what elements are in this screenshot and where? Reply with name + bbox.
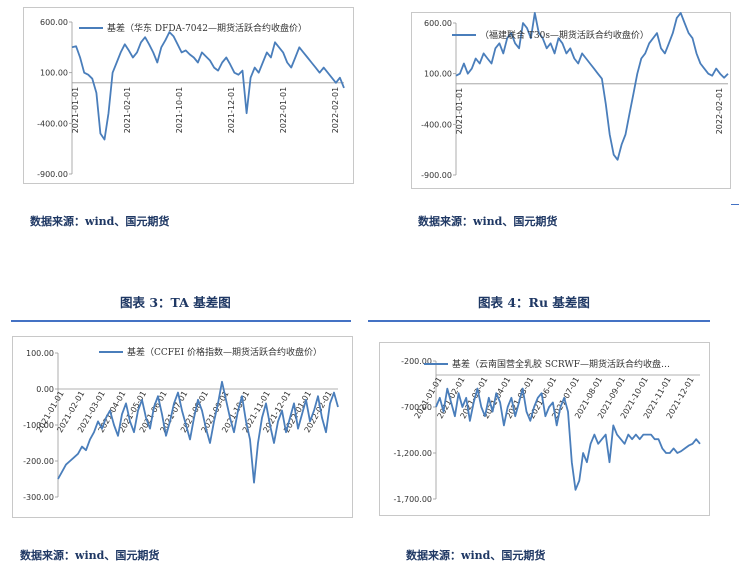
x-tick-label: 2022-01-01 [279,87,288,134]
legend-label: 基差（华东 DFDA-7042—期货活跃合约收盘价） [107,22,307,34]
edge-mark [731,204,739,205]
figure-3-caption: 图表 3：TA 基差图 [120,295,231,310]
x-tick-label: 2021-02-01 [123,87,132,134]
data-source-1: 数据来源：wind、国元期货 [30,215,170,228]
y-tick-label: -200.00 [401,357,432,366]
data-source-2: 数据来源：wind、国元期货 [418,215,558,228]
x-tick-label: 2021-10-01 [175,87,184,134]
chart-2: 600.00 100.00 -400.00 -900.00 2021-01-01 2022… [421,12,729,180]
y-tick-label: 100.00 [40,69,68,78]
data-source-4: 数据来源：wind、国元期货 [406,549,546,562]
legend-label: 基差（CCFEI 价格指数—期货活跃合约收盘价） [127,346,322,358]
y-tick-label: -900.00 [37,170,68,179]
y-tick-label: -300.00 [23,493,54,502]
caption-rule-left [11,320,351,322]
chart-panel-1: 600.00 100.00 -400.00 -900.00 2021-01-01 2021… [23,7,354,184]
series-line [435,387,701,491]
y-tick-label: -400.00 [421,120,452,129]
x-tick-label: 2021-01-01 [455,88,464,135]
chart-panel-2: 600.00 100.00 -400.00 -900.00 2021-01-01 2022… [411,12,731,189]
y-tick-label: 600.00 [40,18,68,27]
series-line [71,31,345,141]
y-tick-label: 0.00 [36,385,54,394]
y-tick-label: -900.00 [421,171,452,180]
series-line [455,12,729,161]
y-tick-label: 100.00 [26,349,54,358]
chart-panel-4: -200.00 -700.00 -1,200.00 -1,700.00 2021-01-… [379,342,710,516]
y-tick-label: -400.00 [37,119,68,128]
y-tick-label: -200.00 [23,457,54,466]
y-tick-label: -1,200.00 [393,449,432,458]
x-tick-label: 2021-01-01 [71,87,80,134]
legend-label: 基差（云南国营全乳胶 SCRWF—期货活跃合约收盘… [452,358,670,370]
y-tick-label: 600.00 [424,19,452,28]
x-tick-label: 2021-12-01 [227,87,236,134]
figure-4-caption: 图表 4：Ru 基差图 [478,295,590,310]
y-tick-label: -1,700.00 [393,495,432,504]
data-source-3: 数据来源：wind、国元期货 [20,549,160,562]
x-tick-label: 2022-02-01 [715,88,724,135]
x-tick-label: 2022-02-01 [331,87,340,134]
y-tick-label: 100.00 [424,70,452,79]
chart-3: 100.000.00-100.00-200.00-300.002021-01-0… [23,346,339,502]
series-line [57,380,339,484]
chart-4: -200.00-700.00-1,200.00-1,700.002021-01-… [393,357,701,504]
legend-label: （福建联合 T30s—期货活跃合约收盘价） [480,29,649,41]
caption-rule-right [368,320,710,322]
chart-1: 600.00 100.00 -400.00 -900.00 2021-01-01 2021… [37,18,345,179]
chart-panel-3: 100.00 0.00 -100.00 -200.00 -300.00 2021-01-0… [12,336,353,518]
y-tick-label: -100.00 [23,421,54,430]
y-tick-label: -700.00 [401,403,432,412]
